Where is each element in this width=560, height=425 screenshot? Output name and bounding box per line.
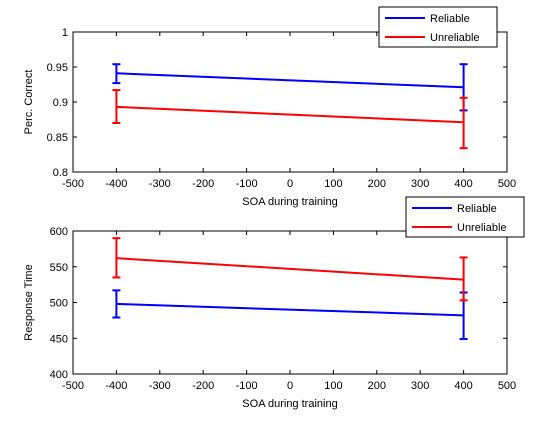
- x-tick-label: -200: [192, 178, 214, 190]
- x-tick-label: -200: [192, 380, 214, 392]
- y-tick-label: 450: [50, 333, 68, 345]
- x-tick-label: -400: [105, 178, 127, 190]
- plot-area-frame: [73, 32, 507, 172]
- x-tick-label: 500: [498, 178, 516, 190]
- x-tick-label: 500: [498, 380, 516, 392]
- x-tick-label: -100: [236, 380, 258, 392]
- chart-panel-2: -500 -400 -300 -200 -100 0 100 200 300 400 500 400 4…: [23, 197, 524, 410]
- x-tick-label: 100: [324, 178, 342, 190]
- y-tick-label: 550: [50, 262, 68, 274]
- y-tick-label: 0.85: [47, 132, 68, 144]
- x-tick-label: 200: [368, 380, 386, 392]
- x-tick-label: 400: [454, 380, 472, 392]
- x-tick-label: -400: [105, 380, 127, 392]
- y-axis-label: Response Time: [23, 264, 35, 340]
- series-line: [116, 304, 463, 315]
- y-tick-label: 400: [50, 369, 68, 381]
- x-tick-label: 200: [368, 178, 386, 190]
- x-tick-label: 400: [454, 178, 472, 190]
- y-tick-label: 0.95: [47, 62, 68, 74]
- series-1: [112, 90, 467, 148]
- y-tick-label: 0.9: [53, 97, 68, 109]
- legend: Reliable Unreliable: [406, 197, 524, 237]
- x-tick-label: 100: [324, 380, 342, 392]
- x-tick-label: 300: [411, 178, 429, 190]
- x-tick-label: 0: [287, 380, 293, 392]
- plot-area-frame: [73, 231, 507, 374]
- series-1: [112, 238, 467, 300]
- x-tick-label: -500: [62, 380, 84, 392]
- x-axis-label: SOA during training: [242, 398, 337, 410]
- y-tick-label: 600: [50, 226, 68, 238]
- series-0: [112, 64, 467, 110]
- x-tick-label: 300: [411, 380, 429, 392]
- chart-panel-1: -500 -400 -300 -200 -100 0 100 200 300 400 500 0.8 0…: [23, 7, 516, 208]
- series-line: [116, 107, 463, 122]
- y-tick-label: 1: [62, 27, 68, 39]
- y-tick-label: 0.8: [53, 167, 68, 179]
- x-tick-label: -500: [62, 178, 84, 190]
- series-line: [116, 258, 463, 279]
- y-axis-label: Perc. Correct: [23, 70, 35, 135]
- y-tick-label: 500: [50, 298, 68, 310]
- x-tick-label: -300: [149, 178, 171, 190]
- legend-label: Reliable: [457, 203, 497, 215]
- x-tick-label: -300: [149, 380, 171, 392]
- legend-label: Unreliable: [457, 222, 507, 234]
- x-tick-label: 0: [287, 178, 293, 190]
- series-0: [112, 290, 467, 339]
- legend-label: Unreliable: [430, 32, 480, 44]
- series-line: [116, 73, 463, 87]
- x-axis-label: SOA during training: [242, 196, 337, 208]
- legend-label: Reliable: [430, 13, 470, 25]
- x-tick-label: -100: [236, 178, 258, 190]
- legend: Reliable Unreliable: [379, 7, 497, 47]
